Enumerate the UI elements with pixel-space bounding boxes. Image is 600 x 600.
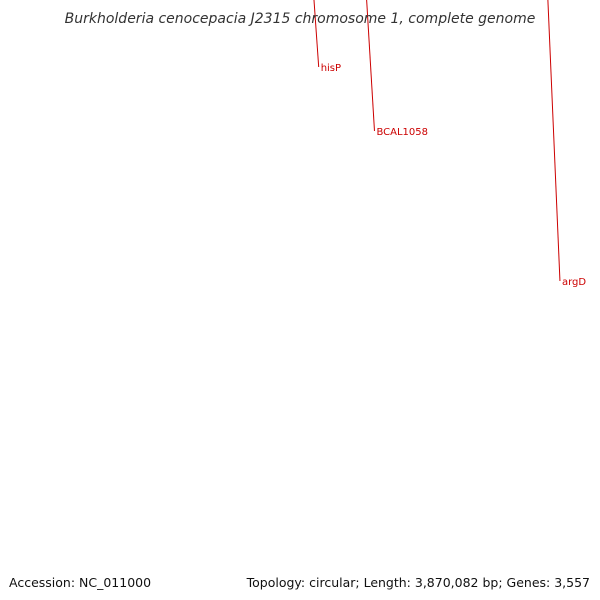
gene-label-hisP: hisP xyxy=(321,63,341,74)
map-title: Burkholderia cenocepacia J2315 chromosom… xyxy=(65,11,536,27)
label-line-BCAL1058 xyxy=(366,0,375,132)
gene-label-argD: argD xyxy=(562,277,586,288)
label-line-argD xyxy=(547,0,561,282)
gene-label-BCAL1058: BCAL1058 xyxy=(376,127,428,138)
accession-text: Accession: NC_011000 xyxy=(9,575,151,590)
genome-stats-text: Topology: circular; Length: 3,870,082 bp… xyxy=(246,575,590,590)
gene-labels: hisPBCAL1058argDBCAL1060BCAL1061astD xyxy=(313,0,586,288)
